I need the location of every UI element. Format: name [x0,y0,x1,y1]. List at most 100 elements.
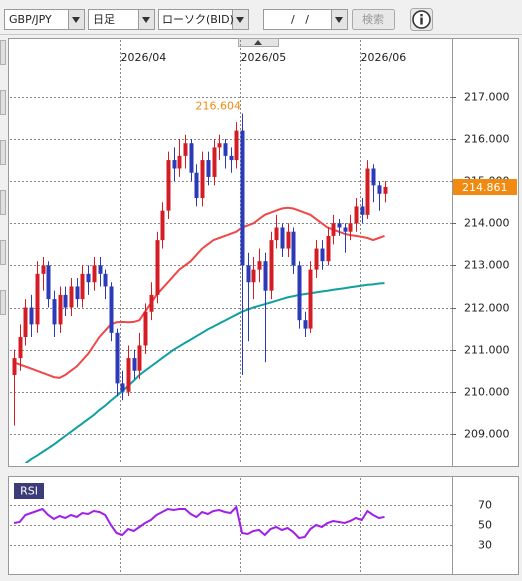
period: 日足 [93,13,115,26]
candle-body [132,358,137,371]
symbol-select[interactable]: GBP/JPY [4,9,85,30]
x-tick-label: 2026/04 [121,51,167,64]
price-panel [8,38,519,467]
candle-body [354,206,359,224]
candle-body [160,210,165,241]
symbol: GBP/JPY [9,13,52,26]
candle-body [286,231,291,249]
last-price-tag [453,178,517,195]
candle-body [234,130,239,161]
candle-body [320,248,325,262]
candle-body [371,168,376,186]
candle-body [166,160,171,211]
candle-body [41,265,46,274]
candle-body [189,143,194,173]
candle-body [109,286,114,333]
candle-body [257,261,262,270]
candle-body [23,307,28,338]
candle-body [251,269,256,283]
y-tick-label: 214.000 [464,217,510,230]
x-tick-label: 2026/05 [241,51,287,64]
candle-body [269,240,274,291]
candle-body [63,294,68,308]
y-tick-label: 210.000 [464,386,510,399]
candle-body [115,332,120,384]
rsi-tick-label: 50 [478,519,492,532]
candle-body [126,358,131,392]
search-label: 検索 [362,12,384,26]
candle-body [348,223,353,232]
candle-body [217,143,222,148]
candle-body [103,273,108,287]
candle-body [69,286,74,308]
candle-body [80,273,85,300]
candle-body [86,273,91,283]
candle-body [280,227,285,249]
candle-body [240,130,245,266]
last-price-label: 214.861 [462,181,508,194]
moving-average [13,206,385,379]
candle-body [223,143,228,156]
candle-body [98,265,103,274]
info-button[interactable] [410,8,433,31]
candle-body [172,160,177,169]
collapse-tab[interactable] [238,38,279,47]
candle-body [229,155,234,161]
candle-body [177,155,182,169]
search-button[interactable]: 検索 [352,9,395,30]
period-select[interactable]: 日足 [88,9,155,30]
candle-body [274,227,279,241]
y-tick-label: 217.000 [464,91,510,104]
y-tick-label: 211.000 [464,344,510,357]
candle-body [92,265,97,283]
candle-body [212,147,217,177]
candle-body [377,185,382,194]
y-tick-label: 216.000 [464,133,510,146]
candle-body [18,337,23,359]
date-select[interactable]: / / [263,9,348,30]
x-tick-label: 2026/06 [361,51,407,64]
high-annotation: 216.604 [196,100,242,113]
date: / / [291,13,309,26]
left-strip [0,40,6,315]
candle-body [46,265,51,300]
candle-body [143,311,148,346]
y-tick-label: 212.000 [464,302,510,315]
candle-body [12,358,17,375]
candle-body [149,294,154,312]
candle-body [343,227,348,232]
candle-body [337,223,342,228]
candle-body [155,240,160,295]
chart-kind-select[interactable]: ローソク(BID) [158,9,249,30]
candle-body [206,160,211,177]
candle-body [246,265,251,283]
candle-body [365,168,370,215]
plot-area [12,113,388,463]
rsi-tick-label: 70 [478,499,492,512]
candle-body [137,345,142,371]
candle-body [58,294,63,325]
candle-body [75,286,80,300]
rsi-line [13,504,385,540]
moving-average [24,282,385,463]
rsi-label: RSI [20,485,38,498]
rsi-layer: 70 50 30 [10,478,492,573]
candle-body [308,269,313,329]
candle-body [194,172,199,198]
candle-body [326,235,331,262]
rsi-tick-label: 30 [478,539,492,552]
candle-body [314,248,319,270]
chart-kind: ローソク(BID) [162,13,234,26]
candle-body [303,320,308,329]
price-layer: 217.000216.000215.000214.000213.000212.0… [10,40,517,463]
candle-body [200,160,205,198]
candle-body [183,143,188,156]
rsi-badge [14,483,44,499]
candle-body [35,273,40,325]
candle-body [360,206,365,215]
candle-body [331,223,336,236]
candle-body [52,299,57,325]
candle-body [297,265,302,321]
